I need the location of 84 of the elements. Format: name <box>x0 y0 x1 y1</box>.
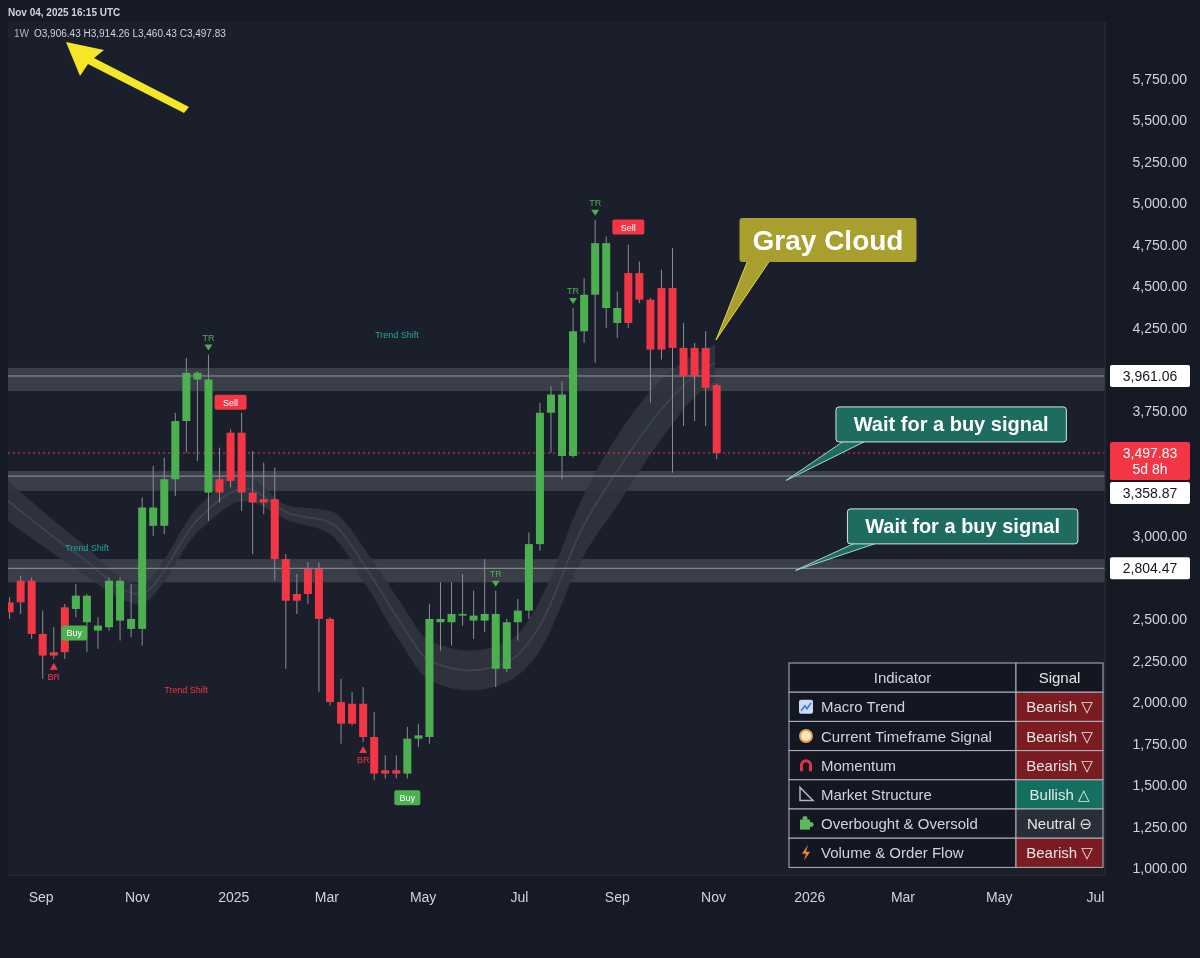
candlestick <box>392 754 401 780</box>
candlestick <box>348 691 357 726</box>
annotation: TR <box>567 286 580 296</box>
ref-line-label: 3,358.87 <box>1122 485 1178 502</box>
annotation: Trend Shift <box>375 330 420 340</box>
y-tick-label: 5,000.00 <box>1132 195 1188 212</box>
text: 1W <box>14 27 30 39</box>
candlestick <box>469 590 478 640</box>
annotation: TR <box>489 568 503 579</box>
y-tick-label: 5,250.00 <box>1132 153 1188 170</box>
annotation: Volume & Order Flow <box>821 844 964 862</box>
candlestick <box>546 385 555 454</box>
candlestick <box>49 626 58 660</box>
candlestick <box>447 581 456 647</box>
candlestick <box>38 610 47 680</box>
y-tick-label: 1,500.00 <box>1132 777 1188 794</box>
x-tick-label: Nov <box>701 889 727 905</box>
annotation: Bullish △ <box>1029 785 1090 803</box>
y-tick-label: 3,000.00 <box>1132 527 1188 544</box>
text: Nov 04, 2025 16:15 UTC <box>8 6 121 18</box>
y-tick-label: 2,000.00 <box>1132 694 1188 711</box>
annotation: Overbought & Oversold <box>821 815 978 833</box>
annotation: BR <box>47 671 61 682</box>
y-tick-label: 2,500.00 <box>1132 610 1188 627</box>
candlestick <box>71 583 80 618</box>
y-tick-label: 2,250.00 <box>1132 652 1188 669</box>
y-tick-label: 4,500.00 <box>1132 278 1188 295</box>
annotation: Bearish ▽ <box>1026 844 1094 862</box>
annotation: Gray Cloud <box>752 224 904 256</box>
annotation: Bearish ▽ <box>1026 727 1094 745</box>
candlestick <box>458 573 467 627</box>
x-tick-label: May <box>986 889 1013 905</box>
y-tick-label: 1,000.00 <box>1132 860 1188 877</box>
x-tick-label: May <box>409 889 437 905</box>
candlestick <box>16 575 25 615</box>
ref-line-label: 2,804.47 <box>1122 560 1178 577</box>
x-tick-label: Sep <box>604 889 630 905</box>
ref-line-label: 3,961.06 <box>1122 367 1178 384</box>
annotation: Current Timeframe Signal <box>821 727 992 745</box>
candlestick <box>127 583 136 638</box>
annotation: Macro Trend <box>821 698 906 716</box>
y-tick-label: 5,500.00 <box>1132 112 1188 129</box>
annotation: O3,906.43 H3,914.26 L3,460.43 C3,497.83 <box>34 27 227 39</box>
x-tick-label: 2026 <box>794 889 826 905</box>
annotation: TR <box>202 332 215 343</box>
y-tick-label: 3,750.00 <box>1132 403 1188 420</box>
x-tick-label: Nov <box>124 889 150 905</box>
x-tick-label: Jul <box>510 889 529 905</box>
annotation: Neutral ⊖ <box>1026 815 1093 833</box>
annotation: Sell <box>223 397 239 408</box>
x-tick-label: 2025 <box>218 889 250 905</box>
annotation: Indicator <box>873 669 932 687</box>
annotation: Wait for a buy signal <box>865 515 1061 538</box>
y-tick-label: 5,750.00 <box>1132 70 1188 87</box>
candlestick <box>513 598 522 642</box>
annotation: Trend Shift <box>65 543 110 553</box>
annotation: BR <box>356 754 370 765</box>
annotation: TR <box>589 197 602 208</box>
candlestick <box>93 616 102 650</box>
annotation: Sell <box>620 222 636 233</box>
annotation: Bearish ▽ <box>1026 756 1094 774</box>
candlestick <box>381 754 390 780</box>
text: 5d 8h <box>1132 461 1168 478</box>
y-tick-label: 1,250.00 <box>1132 818 1188 835</box>
x-tick-label: Mar <box>890 889 916 905</box>
annotation: Buy <box>66 628 83 639</box>
candlestick <box>414 723 423 748</box>
annotation: Trend Shift <box>164 685 209 695</box>
annotation: Market Structure <box>821 785 932 803</box>
y-tick-label: 4,750.00 <box>1132 236 1188 253</box>
y-tick-label: 1,750.00 <box>1132 735 1188 752</box>
annotation: Momentum <box>821 756 897 774</box>
x-tick-label: Mar <box>314 889 340 905</box>
annotation: Bearish ▽ <box>1026 698 1094 716</box>
candlestick <box>613 290 622 339</box>
y-tick-label: 4,250.00 <box>1132 319 1188 336</box>
annotation: Signal <box>1038 669 1081 687</box>
x-tick-label: Jul <box>1086 889 1105 905</box>
annotation: Buy <box>399 793 416 804</box>
ref-line-label: 3,497.83 <box>1122 445 1178 462</box>
candlestick <box>292 573 301 615</box>
x-tick-label: Sep <box>28 889 54 905</box>
annotation: Wait for a buy signal <box>853 413 1049 436</box>
candlestick <box>337 678 346 745</box>
